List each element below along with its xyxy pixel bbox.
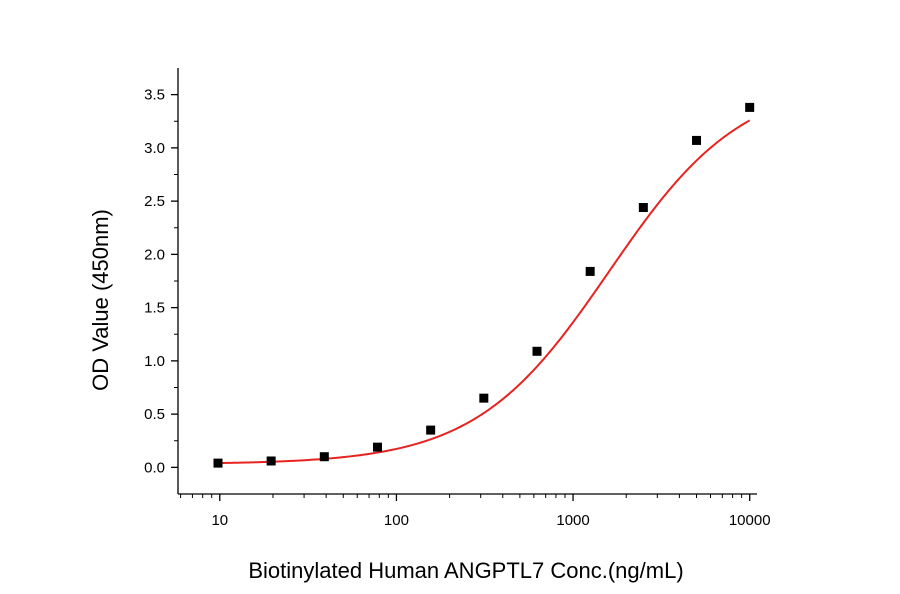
y-axis-title: OD Value (450nm) (88, 209, 113, 391)
axes (177, 68, 757, 495)
data-point (479, 393, 489, 403)
y-tick-label: 1.0 (144, 353, 165, 370)
data-point (213, 458, 223, 468)
y-tick-label: 3.5 (144, 87, 165, 104)
data-point (692, 135, 702, 145)
x-axis-title: Biotinylated Human ANGPTL7 Conc.(ng/mL) (248, 558, 683, 583)
data-point (585, 266, 595, 276)
data-point (372, 442, 382, 452)
data-point (266, 456, 276, 466)
data-point (319, 452, 329, 462)
fit-curve (217, 119, 751, 465)
data-points (213, 102, 755, 468)
x-tick-label: 10000 (729, 512, 771, 529)
y-tick-label: 1.5 (144, 300, 165, 317)
y-tick-label: 0.0 (144, 459, 165, 476)
y-tick-label: 3.0 (144, 140, 165, 157)
x-tick-label: 10 (211, 512, 228, 529)
fit-curve-group (217, 119, 751, 465)
ticks: 0.0 0.5 1.0 1.5 2.0 2.5 3.0 3.5 10 100 1000 10000 (144, 87, 770, 529)
y-tick-label: 2.5 (144, 193, 165, 210)
data-point (532, 346, 542, 356)
x-tick-label: 1000 (556, 512, 589, 529)
y-tick-label: 2.0 (144, 246, 165, 263)
data-point (426, 425, 436, 435)
data-point (745, 102, 755, 112)
y-tick-label: 0.5 (144, 406, 165, 423)
data-point (638, 203, 648, 213)
x-tick-label: 100 (384, 512, 409, 529)
